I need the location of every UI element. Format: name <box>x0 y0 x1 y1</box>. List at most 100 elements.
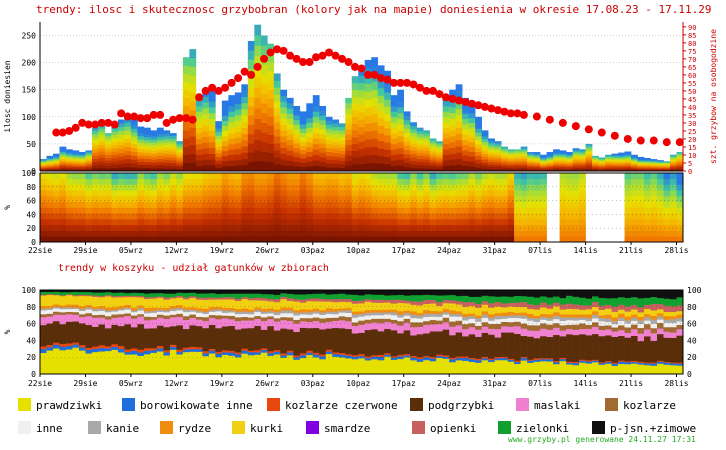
share-segment-maslaki <box>663 331 671 338</box>
top-y2-tick-label: 0 <box>688 168 692 176</box>
share-segment-kurki <box>345 301 353 308</box>
count-bar <box>533 152 541 172</box>
legend-swatch <box>267 398 280 411</box>
share-segment-p-jsn--zimowe <box>579 290 586 298</box>
share-segment-podgrzybki <box>364 329 372 357</box>
share-segment-p-jsn--zimowe <box>520 290 528 297</box>
share-segment-zielonki <box>273 294 281 300</box>
share-segment-prawdziwki <box>325 353 333 375</box>
share-column <box>332 290 340 375</box>
share-segment-kozlarze-czerwone <box>436 354 443 357</box>
share-segment-kurki <box>670 311 677 317</box>
share-segment-podgrzybki <box>377 331 385 355</box>
share-segment-rydze <box>670 316 677 320</box>
rate-dot <box>402 78 411 87</box>
share-segment-prawdziwki <box>540 360 547 375</box>
quality-column <box>98 173 106 243</box>
share-segment-kozlarze-czerwone <box>384 352 392 355</box>
quality-column <box>104 173 112 243</box>
share-segment-kanie <box>293 312 301 316</box>
share-segment-kozlarze-czerwone <box>559 357 567 360</box>
share-segment-kanie <box>40 308 47 311</box>
quality-column <box>46 173 54 243</box>
share-segment-prawdziwki <box>52 348 60 375</box>
share-segment-prawdziwki <box>65 349 73 375</box>
share-segment-rydze <box>228 307 236 311</box>
legend-swatch <box>592 421 605 434</box>
share-segment-kozlarze <box>169 314 177 318</box>
share-segment-inne <box>540 319 547 324</box>
share-segment-maslaki <box>377 322 385 332</box>
share-segment-kozlarze-czerwone <box>182 347 190 350</box>
share-segment-kozlarze-czerwone <box>462 356 469 359</box>
share-segment-kanie <box>306 312 314 315</box>
share-segment-kurki <box>663 311 671 317</box>
share-segment-opienki <box>143 297 151 300</box>
share-segment-kurki <box>637 312 645 318</box>
mid-x-tick-label: 03paz <box>301 246 325 255</box>
share-segment-zielonki <box>416 294 424 302</box>
share-segment-zielonki <box>670 298 677 307</box>
share-segment-zielonki <box>364 294 372 300</box>
share-segment-kurki <box>403 303 411 311</box>
share-segment-kozlarze-czerwone <box>124 349 132 353</box>
share-segment-podgrzybki <box>540 335 547 359</box>
share-segment-kanie <box>423 313 430 318</box>
rate-dot <box>130 112 139 121</box>
share-segment-inne <box>208 311 216 316</box>
share-segment-zielonki <box>644 297 651 305</box>
count-bar <box>150 130 158 172</box>
share-segment-kurki <box>189 297 197 308</box>
share-segment-kozlarze <box>98 314 106 318</box>
share-segment-rydze <box>436 311 443 314</box>
share-segment-rydze <box>494 312 502 316</box>
count-bar <box>137 126 145 172</box>
share-segment-zielonki <box>189 292 197 297</box>
share-segment-rydze <box>540 313 547 317</box>
share-column <box>254 290 262 375</box>
share-segment-kurki <box>416 305 424 314</box>
share-segment-rydze <box>293 309 301 313</box>
share-segment-prawdziwki <box>553 363 560 375</box>
share-segment-maslaki <box>442 322 450 330</box>
share-segment-prawdziwki <box>345 358 353 375</box>
count-bar <box>592 155 599 172</box>
share-segment-maslaki <box>182 319 190 330</box>
share-segment-kanie <box>507 315 515 319</box>
count-bar <box>637 156 645 172</box>
quality-column <box>559 173 567 243</box>
share-column <box>384 290 392 375</box>
share-segment-borowikowate-inne <box>650 363 658 366</box>
share-segment-inne <box>650 323 658 329</box>
share-segment-podgrzybki <box>319 329 327 355</box>
share-segment-rydze <box>351 311 359 315</box>
share-segment-prawdziwki <box>403 357 411 375</box>
share-segment-borowikowate-inne <box>468 359 476 363</box>
share-segment-maslaki <box>98 317 106 325</box>
rate-dot <box>318 51 327 60</box>
share-segment-inne <box>676 321 684 325</box>
share-segment-p-jsn--zimowe <box>566 290 573 296</box>
legend-swatch <box>306 421 319 434</box>
share-segment-inne <box>481 317 489 323</box>
share-segment-kozlarze-czerwone <box>338 352 346 355</box>
share-segment-prawdziwki <box>241 353 249 375</box>
share-segment-inne <box>416 318 424 323</box>
share-segment-inne <box>111 311 119 315</box>
share-segment-inne <box>462 320 469 325</box>
share-segment-zielonki <box>195 293 203 298</box>
share-segment-prawdziwki <box>468 361 476 375</box>
top-y2-tick-label: 10 <box>688 152 696 160</box>
share-segment-borowikowate-inne <box>637 362 645 365</box>
mid-x-tick-label: 24paz <box>437 246 461 255</box>
share-segment-kozlarze-czerwone <box>566 361 573 363</box>
share-segment-rydze <box>306 309 314 313</box>
share-segment-kozlarze <box>475 325 482 330</box>
bottom-y-tick-label: 0 <box>31 370 36 379</box>
share-segment-opienki <box>98 295 106 298</box>
share-segment-borowikowate-inne <box>215 353 223 358</box>
share-segment-kozlarze <box>254 315 262 319</box>
share-segment-maslaki <box>624 332 632 338</box>
share-segment-opienki <box>293 298 301 302</box>
share-segment-kozlarze <box>65 311 73 315</box>
